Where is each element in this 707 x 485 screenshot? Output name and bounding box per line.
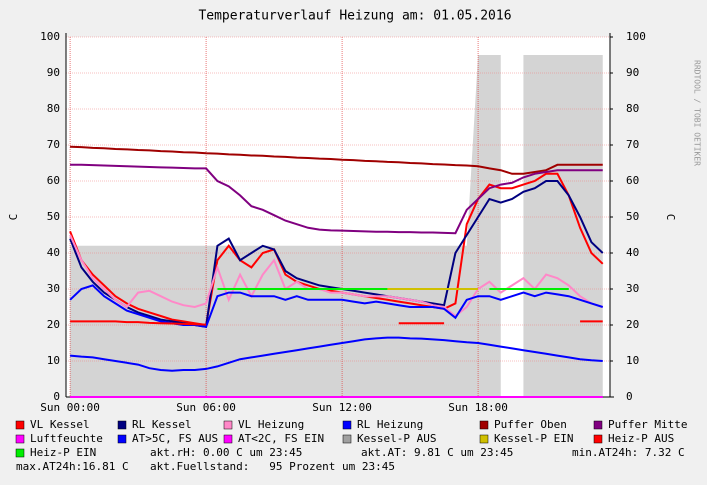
legend-swatch (479, 434, 489, 444)
y2-tick-label: 10 (626, 354, 639, 367)
line (70, 145, 603, 175)
legend-label: AT<2C, FS EIN (238, 432, 324, 445)
legend-swatch (15, 448, 25, 458)
legend-label: Heiz-P AUS (608, 432, 674, 445)
footer-text: akt.rH: 0.00 C um 23:45 (150, 446, 302, 459)
chart-title: Temperaturverlauf Heizung am: 01.05.2016 (198, 9, 511, 24)
line (70, 163, 603, 235)
legend-swatch (223, 434, 233, 444)
footer-text: max.AT24h:16.81 C (16, 460, 129, 473)
line (70, 320, 603, 326)
y2-tick-label: 50 (626, 210, 639, 223)
watermark: RRDTOOL / TOBI OETIKER (693, 60, 702, 166)
line (69, 336, 603, 372)
x-tick-label: Sun 06:00 (176, 401, 236, 414)
y-tick-label: 30 (47, 282, 60, 295)
line (69, 284, 604, 328)
legend-label: Luftfeuchte (30, 432, 103, 445)
legend-swatch (342, 434, 352, 444)
legend-swatch (15, 420, 25, 430)
y-tick-label: 100 (40, 30, 60, 43)
y-tick-label: 20 (47, 318, 60, 331)
legend-label: AT>5C, FS AUS (132, 432, 218, 445)
line (69, 234, 604, 318)
legend-label: VL Kessel (30, 418, 90, 431)
legend-swatch (117, 434, 127, 444)
legend-swatch (593, 434, 603, 444)
y-tick-label: 70 (47, 138, 60, 151)
y-tick-label: 60 (47, 174, 60, 187)
legend-label: Puffer Oben (494, 418, 567, 431)
y2-tick-label: 60 (626, 174, 639, 187)
y-tick-label: 10 (47, 354, 60, 367)
legend-label: VL Heizung (238, 418, 304, 431)
y-axis-label: C (7, 214, 20, 221)
y2-tick-label: 80 (626, 102, 639, 115)
legend-swatch (15, 434, 25, 444)
y-tick-label: 90 (47, 66, 60, 79)
y2-tick-label: 100 (626, 30, 646, 43)
footer-text: akt.AT: 9.81 C um 23:45 (361, 446, 513, 459)
legend-label: Kessel-P AUS (357, 432, 436, 445)
legend-swatch (479, 420, 489, 430)
legend-swatch (342, 420, 352, 430)
area (70, 55, 603, 397)
y-tick-label: 40 (47, 246, 60, 259)
y2-axis-label: C (664, 214, 677, 221)
x-tick-label: Sun 12:00 (312, 401, 372, 414)
x-tick-label: Sun 18:00 (448, 401, 508, 414)
legend-label: RL Heizung (357, 418, 423, 431)
legend-swatch (593, 420, 603, 430)
y2-tick-label: 0 (626, 390, 633, 403)
x-tick-label: Sun 00:00 (40, 401, 100, 414)
y2-tick-label: 30 (626, 282, 639, 295)
y2-tick-label: 90 (626, 66, 639, 79)
footer-text: min.AT24h: 7.32 C (572, 446, 685, 459)
y-tick-label: 50 (47, 210, 60, 223)
legend-swatch (117, 420, 127, 430)
y-tick-label: 80 (47, 102, 60, 115)
y2-tick-label: 40 (626, 246, 639, 259)
footer-text: akt.Fuellstand: 95 Prozent um 23:45 (150, 460, 395, 473)
y2-tick-label: 20 (626, 318, 639, 331)
legend-swatch (223, 420, 233, 430)
legend-label: Puffer Mitte (608, 418, 687, 431)
y2-tick-label: 70 (626, 138, 639, 151)
y-tick-label: 0 (53, 390, 60, 403)
legend-label: RL Kessel (132, 418, 192, 431)
legend-label: Heiz-P EIN (30, 446, 96, 459)
legend-label: Kessel-P EIN (494, 432, 573, 445)
